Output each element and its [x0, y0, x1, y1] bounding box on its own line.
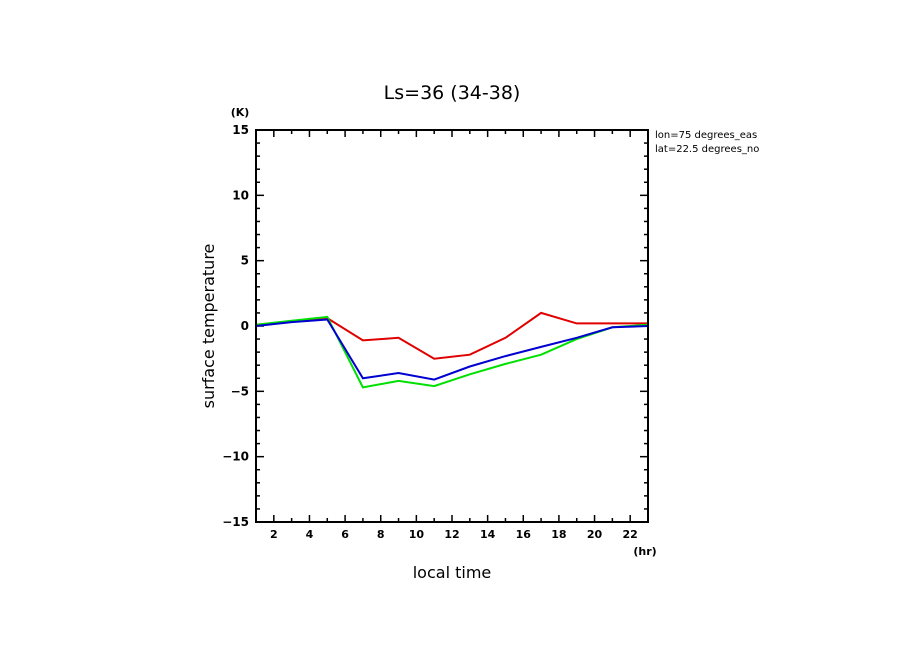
y-tick-label: −10 — [222, 450, 249, 464]
y-tick-label: −5 — [231, 384, 249, 398]
y-tick-label: 10 — [232, 188, 249, 202]
series-line-red — [255, 311, 648, 360]
y-axis-label: surface temperature — [199, 244, 218, 409]
chart-title: Ls=36 (34-38) — [384, 82, 521, 104]
series-line-green — [255, 315, 649, 389]
x-tick-label: 18 — [551, 528, 566, 541]
annotation-lon: lon=75 degrees_eas — [655, 130, 757, 141]
x-tick-label: 12 — [444, 528, 459, 541]
x-tick-label: 10 — [409, 528, 425, 541]
y-tick-label: 5 — [241, 254, 249, 268]
plot-frame — [255, 129, 649, 523]
series-line-blue — [255, 318, 649, 381]
y-tick-label: 0 — [241, 319, 249, 333]
y-tick-label: −15 — [222, 515, 249, 529]
x-tick-label: 8 — [377, 528, 385, 541]
y-tick-label: 15 — [232, 123, 249, 137]
x-tick-label: 14 — [480, 528, 496, 541]
x-tick-label: 2 — [270, 528, 278, 541]
x-tick-label: 4 — [306, 528, 314, 541]
x-axis-label: local time — [413, 563, 492, 582]
x-tick-label: 16 — [516, 528, 532, 541]
x-tick-label: 20 — [587, 528, 603, 541]
x-tick-label: 6 — [341, 528, 349, 541]
y-unit-label: (K) — [231, 106, 250, 119]
x-tick-label: 22 — [623, 528, 638, 541]
x-unit-label: (hr) — [633, 545, 656, 558]
annotation-lat: lat=22.5 degrees_no — [655, 144, 759, 155]
